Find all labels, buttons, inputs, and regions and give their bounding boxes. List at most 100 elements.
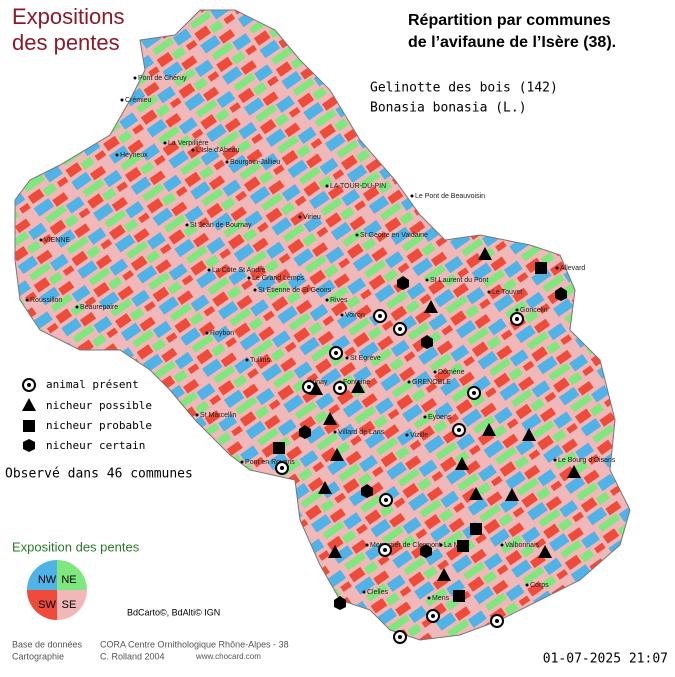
town-label: St Laurent du Pont	[430, 277, 488, 284]
marker-possible	[455, 457, 469, 470]
legend-item: nicheur certain	[46, 439, 145, 452]
date: 01-07-2025 21:07	[543, 652, 668, 667]
marker-present-dot	[431, 614, 435, 618]
town-dot	[298, 215, 302, 219]
town-dot	[240, 460, 244, 464]
marker-present-dot	[472, 391, 476, 395]
title: des pentes	[12, 30, 120, 55]
marker-possible	[318, 481, 332, 494]
marker-present-dot	[398, 327, 402, 331]
marker-certain	[421, 335, 433, 349]
legend-item: animal présent	[46, 378, 139, 391]
town-label: Villard de Lans	[338, 429, 385, 436]
town-dot	[325, 184, 329, 188]
town-label: Voiron	[345, 312, 365, 319]
town-dot	[500, 543, 504, 547]
town-dot	[115, 153, 119, 157]
town-label: Virieu	[303, 214, 321, 221]
town-label: Allevard	[560, 265, 585, 272]
town-label: LA TOUR-DU-PIN	[330, 183, 386, 190]
credit-value: C. Rolland 2004	[100, 651, 165, 661]
town-label: Eybens	[428, 414, 452, 421]
town-dot	[333, 430, 337, 434]
marker-certain	[334, 596, 346, 610]
town-label: Roussillon	[30, 297, 62, 304]
town-dot	[407, 380, 411, 384]
town-dot	[405, 433, 409, 437]
marker-certain	[555, 287, 567, 301]
town-dot	[423, 415, 427, 419]
observed-count: Observé dans 46 communes	[5, 467, 193, 482]
isere-outline	[14, 9, 631, 641]
town-label: Bourgoin-Jallieu	[230, 159, 280, 166]
marker-possible	[482, 423, 496, 436]
legend-item: nicheur possible	[46, 399, 152, 412]
marker-present-dot	[495, 619, 499, 623]
town-label: La Côte St André	[212, 267, 265, 274]
town-dot	[555, 266, 559, 270]
town-dot	[427, 596, 431, 600]
town-label: Beaurepaire	[80, 304, 118, 311]
town-label: St Egrève	[350, 355, 381, 362]
exposition-pie: NW NE SW SE	[27, 560, 87, 620]
marker-possible	[478, 247, 492, 260]
quadrant-label: NW	[38, 574, 57, 586]
species: Gelinotte des bois (142)	[370, 81, 558, 96]
town-label: Valbonnais	[505, 542, 540, 549]
town-dot	[245, 358, 249, 362]
town-dot	[365, 543, 369, 547]
town-label: Le Touvet	[492, 289, 522, 296]
credit-site: www.chocard.com	[195, 652, 261, 661]
town-dot	[133, 76, 137, 80]
town-dot	[340, 313, 344, 317]
marker-present-dot	[338, 386, 342, 390]
marker-present-dot	[378, 314, 382, 318]
town-label: Pont de Chéruy	[138, 75, 187, 82]
town-label: Le Grand Lemps	[252, 275, 305, 282]
town-label: La Verpillière	[168, 140, 209, 147]
town-label: Goncelin	[520, 307, 548, 314]
marker-present-dot	[307, 385, 311, 389]
town-dot	[439, 543, 443, 547]
town-dot	[487, 290, 491, 294]
marker-possible	[522, 428, 536, 441]
marker-probable	[453, 590, 465, 602]
legend-item: nicheur probable	[46, 419, 152, 432]
town-label: Fontaine	[343, 379, 370, 386]
species-latin: Bonasia bonasia (L.)	[370, 101, 527, 116]
quadrant-label: NE	[61, 574, 76, 586]
title: Expositions	[12, 4, 125, 29]
town-label: Vizille	[410, 432, 428, 439]
town-labels: Pont de Chéruy Crémieu La VerpillièreL'Isl…	[25, 75, 616, 602]
town-label: Pont en Royans	[245, 459, 295, 466]
town-dot	[362, 590, 366, 594]
marker-possible	[309, 382, 323, 395]
town-label: VIENNE	[44, 237, 70, 244]
legend: animal présent nicheur possible nicheur …	[5, 378, 193, 482]
town-dot	[207, 268, 211, 272]
marker-possible	[424, 300, 438, 313]
town-label: Clelles	[367, 589, 389, 596]
credit-label: Base de données	[12, 639, 83, 649]
town-label: Corps	[530, 582, 549, 589]
town-label: Heyrieux	[120, 152, 148, 159]
town-label: La Mure	[444, 542, 470, 549]
town-label: Tullins	[250, 357, 270, 364]
town-label: Roybon	[210, 330, 234, 337]
town-dot	[120, 98, 124, 102]
town-label: Vinay	[310, 379, 328, 386]
town-dot	[39, 238, 43, 242]
quadrant-label: SW	[38, 599, 56, 611]
town-label: St Etienne de St Geoirs	[258, 287, 332, 294]
subtitle: Répartition par communes	[408, 12, 611, 29]
town-dot	[75, 305, 79, 309]
observation-markers	[273, 247, 581, 644]
town-label: L'Isle d'Abeau	[196, 147, 240, 154]
marker-probable	[273, 442, 285, 454]
marker-possible	[437, 568, 451, 581]
town-dot	[205, 331, 209, 335]
marker-certain	[361, 484, 373, 498]
marker-certain	[397, 276, 409, 290]
town-label: GRENOBLE	[412, 379, 451, 386]
